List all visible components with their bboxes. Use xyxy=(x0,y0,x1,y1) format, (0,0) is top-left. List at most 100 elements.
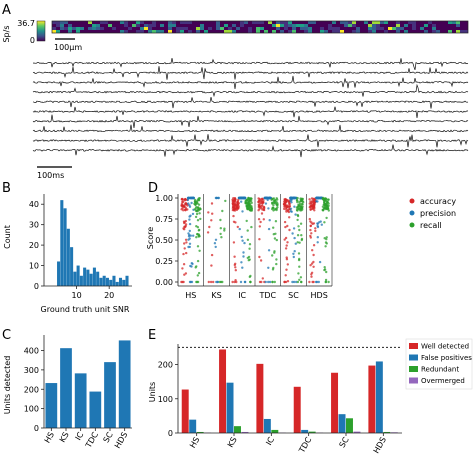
heatmap-cell xyxy=(464,21,468,24)
score-point xyxy=(219,232,222,236)
score-point xyxy=(187,235,191,238)
score-point xyxy=(238,227,241,231)
score-point xyxy=(310,232,313,235)
heatmap-cell xyxy=(332,21,336,24)
legend-label: recall xyxy=(420,221,442,230)
score-point xyxy=(260,212,264,215)
heatmap-cell xyxy=(336,30,340,33)
score-point xyxy=(181,267,184,270)
heatmap-cell xyxy=(296,30,300,33)
score-point xyxy=(327,280,330,284)
heatmap-cell xyxy=(216,27,220,30)
score-point xyxy=(182,263,186,266)
heatmap-cell xyxy=(88,24,92,27)
heatmap-cell xyxy=(132,24,136,27)
d-xtick-label: KS xyxy=(211,291,221,300)
voltage-trace xyxy=(32,66,469,80)
score-point xyxy=(242,251,245,254)
score-point xyxy=(246,238,250,241)
heatmap-cell xyxy=(144,21,148,24)
d-ylabel: Score xyxy=(146,227,155,249)
heatmap-cell xyxy=(308,30,312,33)
heatmap-cell xyxy=(180,21,184,24)
heatmap-cell xyxy=(172,30,176,33)
heatmap-cell xyxy=(268,27,272,30)
score-point xyxy=(235,280,238,284)
heatmap-cell xyxy=(396,27,400,30)
legend-swatch xyxy=(409,377,418,384)
score-point xyxy=(190,196,193,200)
histogram-bar xyxy=(60,200,64,286)
score-point xyxy=(297,252,301,255)
score-point xyxy=(190,201,193,205)
score-point xyxy=(258,205,261,208)
score-point xyxy=(276,203,279,206)
c-ytick-label: 0 xyxy=(34,424,39,433)
heatmap-cell xyxy=(400,21,404,24)
heatmap-cell xyxy=(400,24,404,27)
category-bar xyxy=(301,429,309,433)
heatmap-cell xyxy=(392,21,396,24)
score-point xyxy=(284,225,287,229)
c-xtick-label: IC xyxy=(74,430,86,442)
heatmap-cell xyxy=(380,24,384,27)
heatmap-cell xyxy=(372,21,376,24)
heatmap-cell xyxy=(148,27,152,30)
score-point xyxy=(224,199,227,203)
score-point xyxy=(183,247,186,250)
score-point xyxy=(184,238,188,241)
heatmap-cell xyxy=(296,24,300,27)
heatmap-cell xyxy=(148,30,152,33)
score-point xyxy=(240,261,243,264)
d-xtick-label: HDS xyxy=(311,291,328,300)
histogram-bar xyxy=(109,279,113,286)
score-point xyxy=(310,262,314,265)
heatmap-cell xyxy=(444,30,448,33)
heatmap-cell xyxy=(308,24,312,27)
heatmap-cell xyxy=(320,24,324,27)
heatmap-cell xyxy=(100,27,104,30)
heatmap-cell xyxy=(204,24,208,27)
heatmap-cell xyxy=(308,21,312,24)
heatmap-cell xyxy=(192,27,196,30)
score-point xyxy=(309,234,312,238)
score-point xyxy=(187,245,190,249)
heatmap-cell xyxy=(164,27,168,30)
heatmap-cell xyxy=(156,27,160,30)
heatmap-cell xyxy=(324,24,328,27)
score-point xyxy=(242,255,245,258)
heatmap-cell xyxy=(240,27,244,30)
score-point xyxy=(248,258,251,261)
heatmap-cell xyxy=(260,24,264,27)
heatmap-cell xyxy=(172,27,176,30)
score-point xyxy=(260,280,263,284)
score-point xyxy=(320,223,323,226)
heatmap-cell xyxy=(392,27,396,30)
voltage-traces xyxy=(32,58,469,158)
score-point xyxy=(209,280,213,284)
heatmap-cell xyxy=(384,21,388,24)
heatmap-cell xyxy=(188,21,192,24)
score-point xyxy=(324,278,328,282)
heatmap-cell xyxy=(228,24,232,27)
heatmap-cell xyxy=(132,27,136,30)
heatmap-cell xyxy=(340,21,344,24)
score-point xyxy=(292,280,296,284)
heatmap-cell xyxy=(284,27,288,30)
heatmap-cell xyxy=(444,24,448,27)
heatmap-cell xyxy=(288,24,292,27)
heatmap-cell xyxy=(148,21,152,24)
heatmap-cell xyxy=(88,30,92,33)
heatmap-cell xyxy=(456,24,460,27)
score-point xyxy=(275,200,278,204)
score-point xyxy=(181,205,185,208)
heatmap-cell xyxy=(280,24,284,27)
score-point xyxy=(310,275,313,278)
score-point xyxy=(231,200,235,203)
heatmap-cell xyxy=(420,30,424,33)
score-point xyxy=(308,206,311,209)
heatmap-cell xyxy=(136,30,140,33)
score-point xyxy=(322,203,325,206)
heatmap-cell xyxy=(248,21,252,24)
score-point xyxy=(286,241,289,244)
